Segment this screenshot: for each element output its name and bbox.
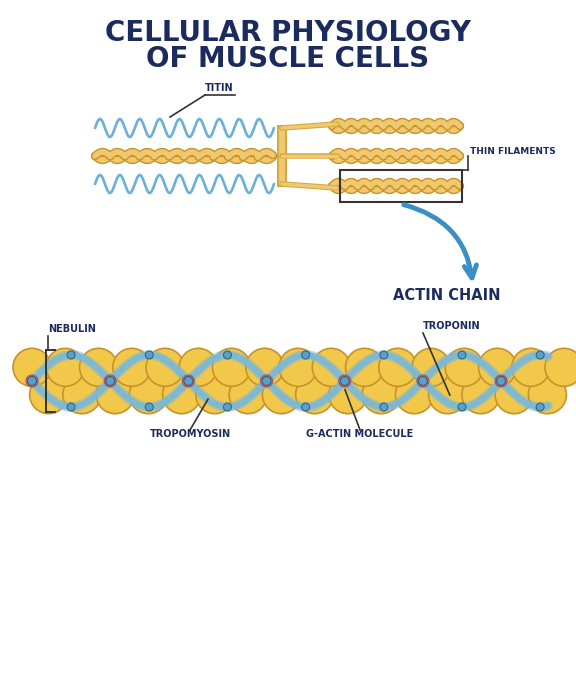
Circle shape bbox=[380, 403, 388, 411]
Circle shape bbox=[395, 376, 433, 414]
Circle shape bbox=[162, 376, 200, 414]
Circle shape bbox=[145, 403, 153, 411]
Circle shape bbox=[213, 348, 251, 386]
Circle shape bbox=[196, 376, 234, 414]
Circle shape bbox=[96, 376, 134, 414]
Circle shape bbox=[536, 351, 544, 359]
Circle shape bbox=[479, 348, 517, 386]
Circle shape bbox=[262, 377, 271, 386]
Circle shape bbox=[263, 376, 300, 414]
Circle shape bbox=[340, 377, 349, 386]
Bar bbox=[340, 170, 462, 202]
Circle shape bbox=[445, 348, 483, 386]
Circle shape bbox=[380, 351, 388, 359]
Circle shape bbox=[260, 375, 272, 387]
Circle shape bbox=[418, 377, 427, 386]
Circle shape bbox=[113, 348, 151, 386]
Circle shape bbox=[28, 377, 36, 386]
Circle shape bbox=[246, 348, 284, 386]
Circle shape bbox=[495, 376, 533, 414]
Text: G-ACTIN MOLECULE: G-ACTIN MOLECULE bbox=[306, 429, 414, 439]
Circle shape bbox=[26, 375, 38, 387]
Circle shape bbox=[63, 376, 101, 414]
Circle shape bbox=[536, 403, 544, 411]
Circle shape bbox=[179, 348, 217, 386]
Circle shape bbox=[362, 376, 400, 414]
Circle shape bbox=[279, 348, 317, 386]
Circle shape bbox=[145, 351, 153, 359]
Text: TROPONIN: TROPONIN bbox=[423, 321, 480, 331]
Text: ACTIN CHAIN: ACTIN CHAIN bbox=[393, 288, 501, 303]
Text: TROPOMYOSIN: TROPOMYOSIN bbox=[149, 429, 230, 439]
Circle shape bbox=[417, 375, 429, 387]
Text: OF MUSCLE CELLS: OF MUSCLE CELLS bbox=[146, 45, 430, 73]
Circle shape bbox=[339, 375, 351, 387]
Circle shape bbox=[223, 351, 232, 359]
Circle shape bbox=[545, 348, 576, 386]
Circle shape bbox=[379, 348, 417, 386]
Text: NEBULIN: NEBULIN bbox=[48, 324, 96, 334]
Text: CELLULAR PHYSIOLOGY: CELLULAR PHYSIOLOGY bbox=[105, 19, 471, 47]
Circle shape bbox=[104, 375, 116, 387]
Circle shape bbox=[495, 375, 507, 387]
Circle shape bbox=[346, 348, 384, 386]
Circle shape bbox=[46, 348, 84, 386]
Circle shape bbox=[184, 377, 193, 386]
Circle shape bbox=[223, 403, 232, 411]
Circle shape bbox=[13, 348, 51, 386]
Circle shape bbox=[429, 376, 467, 414]
Circle shape bbox=[183, 375, 194, 387]
Circle shape bbox=[458, 403, 466, 411]
Circle shape bbox=[511, 348, 550, 386]
Text: THIN FILAMENTS: THIN FILAMENTS bbox=[470, 147, 556, 156]
Circle shape bbox=[302, 403, 310, 411]
Text: TITIN: TITIN bbox=[205, 83, 234, 93]
Circle shape bbox=[497, 377, 506, 386]
Circle shape bbox=[458, 351, 466, 359]
Polygon shape bbox=[278, 126, 286, 186]
Circle shape bbox=[105, 377, 115, 386]
Circle shape bbox=[329, 376, 367, 414]
Circle shape bbox=[229, 376, 267, 414]
Circle shape bbox=[67, 351, 75, 359]
Circle shape bbox=[295, 376, 334, 414]
Circle shape bbox=[79, 348, 118, 386]
Circle shape bbox=[29, 376, 67, 414]
Circle shape bbox=[67, 403, 75, 411]
Circle shape bbox=[462, 376, 500, 414]
Circle shape bbox=[130, 376, 168, 414]
Circle shape bbox=[302, 351, 310, 359]
Circle shape bbox=[412, 348, 450, 386]
Circle shape bbox=[146, 348, 184, 386]
Circle shape bbox=[528, 376, 566, 414]
Circle shape bbox=[312, 348, 350, 386]
